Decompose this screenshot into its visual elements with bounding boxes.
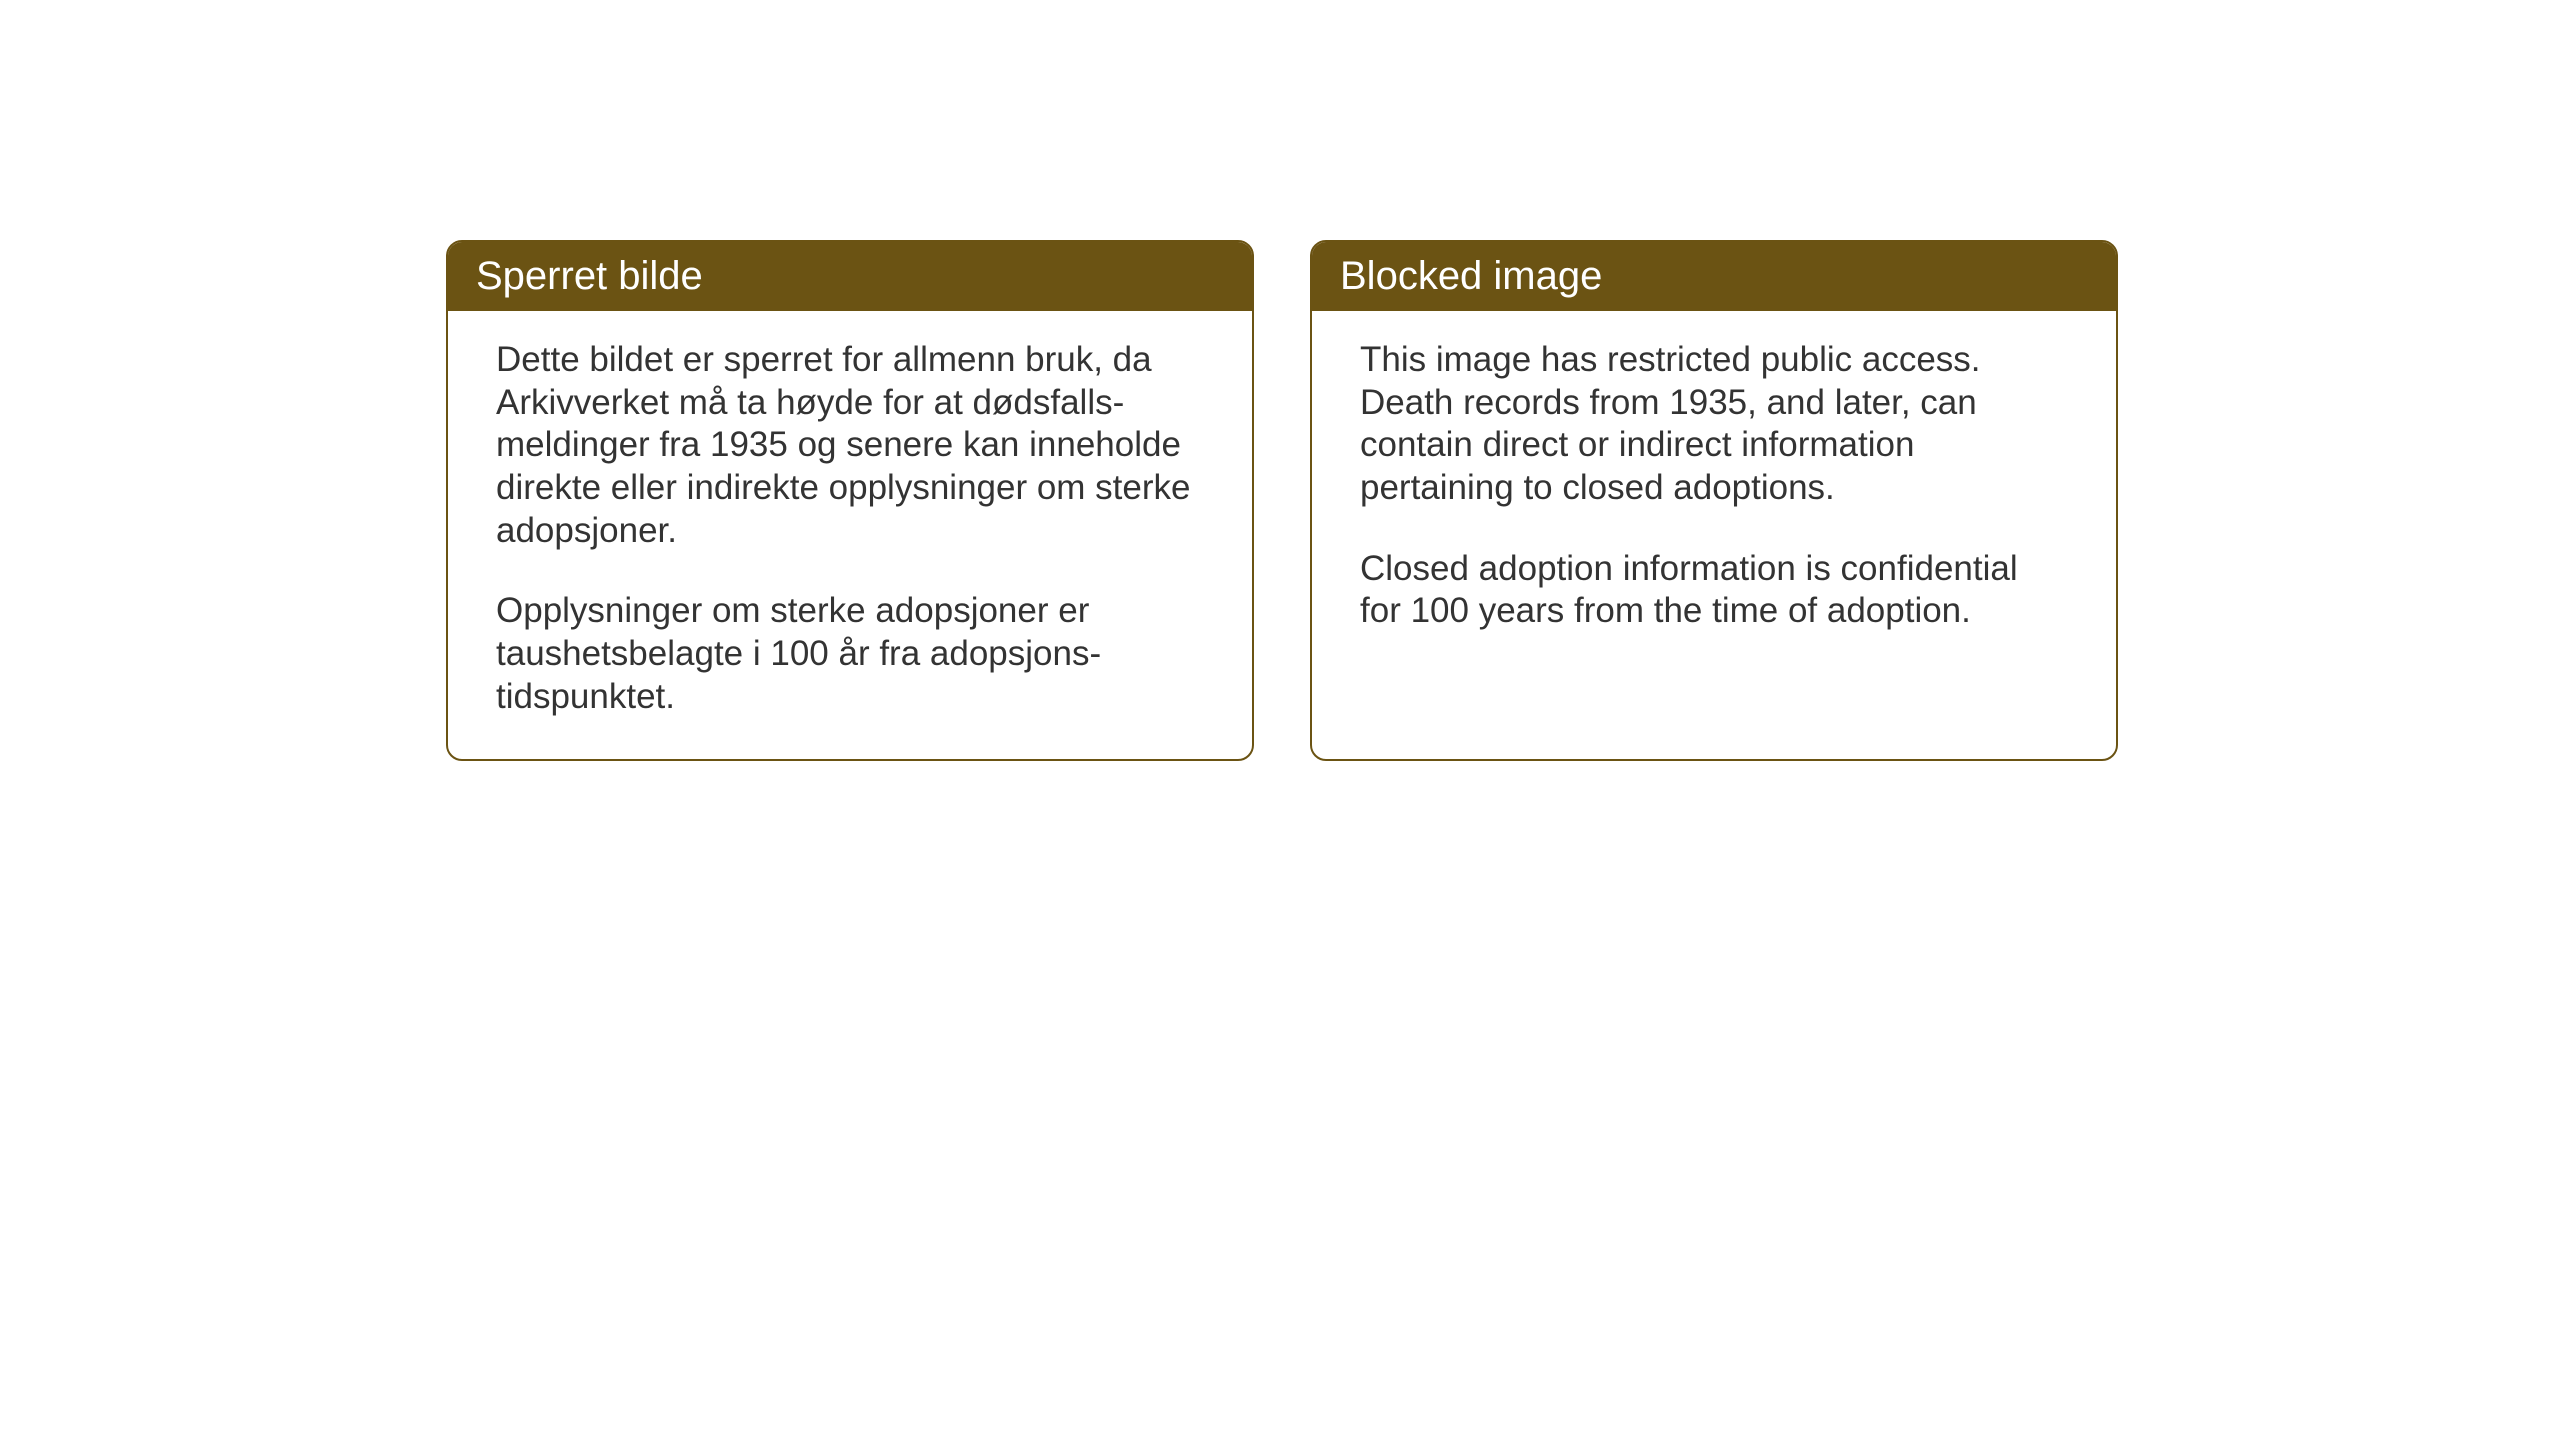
english-card-body: This image has restricted public access.… [1312, 311, 2116, 673]
english-paragraph-2: Closed adoption information is confident… [1360, 548, 2068, 633]
english-paragraph-1: This image has restricted public access.… [1360, 339, 2068, 510]
norwegian-card-title: Sperret bilde [476, 254, 703, 298]
english-notice-card: Blocked image This image has restricted … [1310, 240, 2118, 761]
norwegian-card-body: Dette bildet er sperret for allmenn bruk… [448, 311, 1252, 759]
notice-container: Sperret bilde Dette bildet er sperret fo… [446, 240, 2118, 761]
norwegian-notice-card: Sperret bilde Dette bildet er sperret fo… [446, 240, 1254, 761]
norwegian-card-header: Sperret bilde [448, 242, 1252, 311]
english-card-header: Blocked image [1312, 242, 2116, 311]
english-card-title: Blocked image [1340, 254, 1602, 298]
norwegian-paragraph-2: Opplysninger om sterke adopsjoner er tau… [496, 590, 1204, 718]
norwegian-paragraph-1: Dette bildet er sperret for allmenn bruk… [496, 339, 1204, 552]
